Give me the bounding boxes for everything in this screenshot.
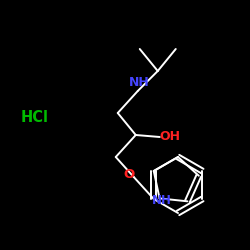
- Text: HCl: HCl: [21, 110, 49, 126]
- Text: NH: NH: [152, 194, 172, 207]
- Text: O: O: [123, 168, 134, 180]
- Text: OH: OH: [159, 130, 180, 143]
- Text: NH: NH: [128, 76, 149, 90]
